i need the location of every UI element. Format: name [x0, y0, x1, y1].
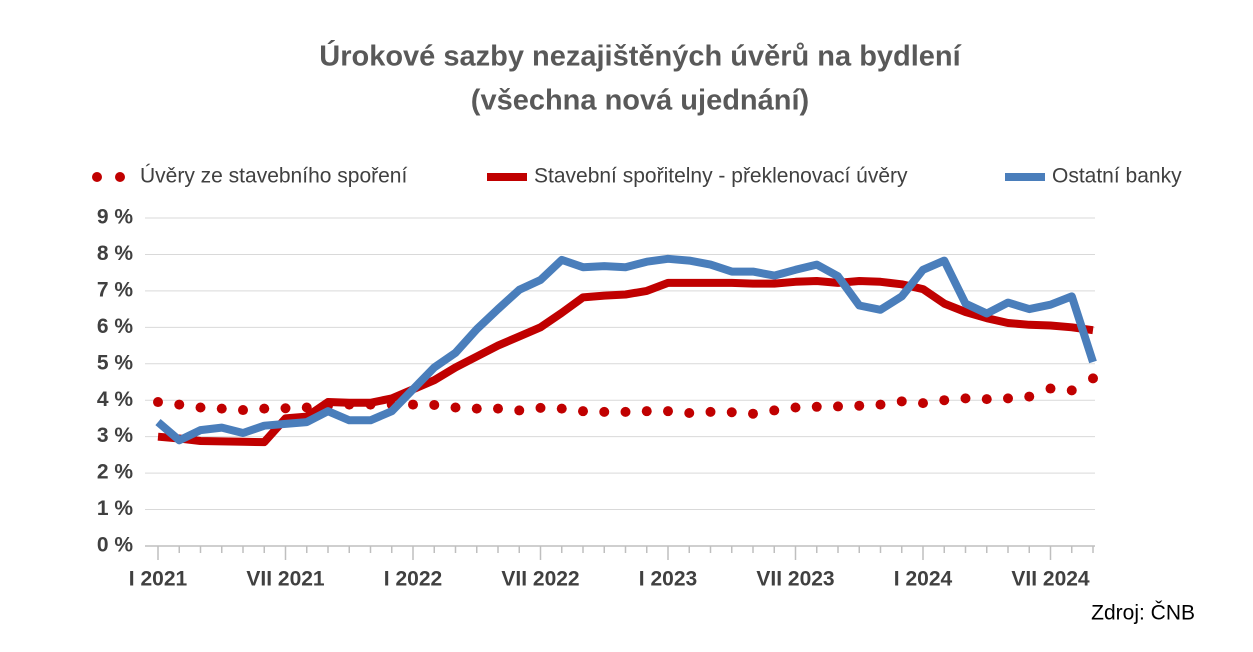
source-note: Zdroj: ČNB: [1091, 602, 1195, 625]
legend-label: Úvěry ze stavebního spoření: [140, 165, 407, 188]
data-point: [1024, 391, 1035, 402]
x-tick-label: VII 2021: [246, 568, 325, 591]
data-point: [1088, 373, 1098, 384]
data-point: [195, 402, 206, 413]
data-line: [155, 254, 1097, 445]
x-tick-label: VII 2022: [501, 568, 579, 591]
data-point: [854, 400, 865, 411]
data-point: [238, 405, 248, 416]
data-point: [599, 406, 610, 417]
data-point: [408, 399, 418, 410]
data-point: [960, 393, 971, 404]
data-point: [153, 397, 163, 408]
data-point: [280, 403, 291, 414]
data-point: [301, 402, 312, 413]
data-point: [556, 403, 567, 414]
y-tick-label: 6 %: [97, 315, 134, 338]
y-tick-label: 5 %: [97, 351, 134, 374]
data-point: [981, 394, 992, 405]
legend-label: Ostatní banky: [1052, 165, 1182, 188]
data-point: [493, 403, 503, 414]
x-tick-label: I 2021: [129, 568, 188, 591]
legend-swatch: [92, 172, 102, 182]
data-point: [896, 396, 907, 407]
y-tick-label: 2 %: [97, 461, 134, 484]
y-tick-label: 4 %: [97, 388, 134, 411]
y-tick-label: 9 %: [97, 206, 134, 229]
data-line: [157, 277, 1094, 447]
data-point: [684, 407, 695, 418]
data-point: [875, 399, 886, 410]
data-point: [1045, 383, 1056, 394]
x-tick-label: VII 2023: [756, 568, 834, 591]
x-tick-label: I 2022: [384, 568, 442, 591]
chart-subtitle: (všechna nová ujednání): [471, 85, 809, 117]
y-tick-label: 7 %: [97, 278, 134, 301]
data-point: [450, 402, 461, 413]
y-tick-label: 3 %: [97, 424, 134, 447]
data-point: [726, 407, 737, 418]
data-point: [1003, 393, 1013, 404]
data-point: [620, 406, 631, 417]
x-tick-label: VII 2024: [1011, 568, 1090, 591]
data-point: [578, 406, 588, 417]
x-tick-label: I 2024: [894, 568, 953, 591]
data-point: [769, 405, 780, 416]
data-point: [429, 399, 440, 410]
data-point: [471, 403, 482, 414]
data-point: [514, 405, 525, 416]
data-point: [790, 402, 801, 413]
chart-title: Úrokové sazby nezajištěných úvěrů na byd…: [319, 39, 961, 73]
data-point: [939, 395, 950, 406]
data-point: [1066, 385, 1077, 396]
data-point: [216, 403, 227, 414]
data-point: [663, 406, 673, 417]
legend-swatch: [115, 172, 125, 182]
y-tick-label: 1 %: [97, 497, 134, 520]
y-tick-label: 8 %: [97, 242, 134, 265]
x-tick-label: I 2023: [639, 568, 697, 591]
y-tick-label: 0 %: [97, 534, 134, 557]
data-point: [811, 401, 822, 412]
data-point: [259, 403, 270, 414]
data-point: [918, 398, 928, 409]
data-point: [705, 406, 716, 417]
legend-label: Stavební spořitelny - překlenovací úvěry: [534, 165, 908, 188]
data-point: [535, 402, 546, 413]
data-point: [833, 401, 843, 412]
data-point: [748, 408, 758, 419]
data-point: [174, 399, 185, 410]
data-point: [641, 406, 652, 417]
